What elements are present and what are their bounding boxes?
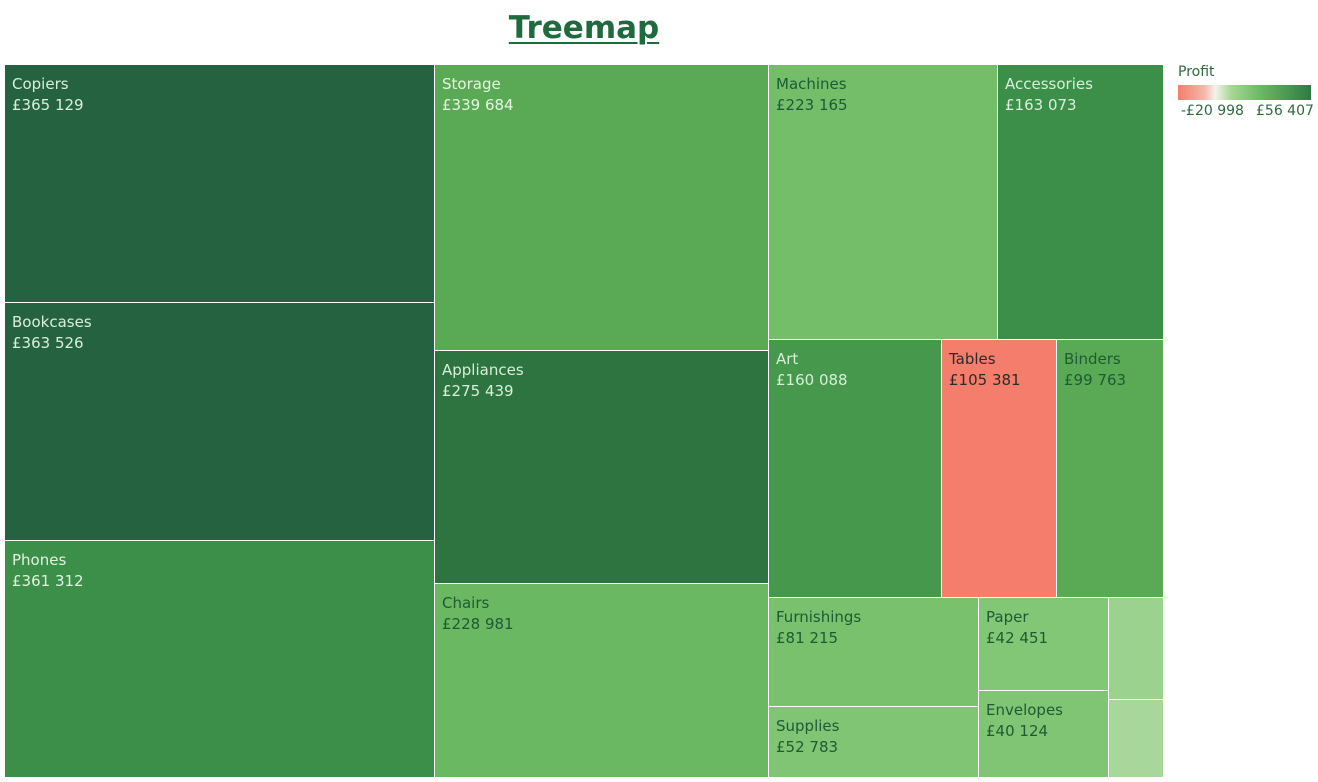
treemap-tile-copiers[interactable]: Copiers £365 129: [5, 65, 435, 303]
tile-category-name: Art: [776, 350, 799, 368]
treemap-tile-storage[interactable]: Storage £339 684: [435, 65, 769, 351]
tile-sales-value: £163 073: [1005, 96, 1077, 114]
tile-sales-value: £275 439: [442, 382, 514, 400]
legend-max-label: £56 407: [1256, 103, 1314, 119]
treemap-tile-machines[interactable]: Machines £223 165: [769, 65, 998, 340]
tile-category-name: Envelopes: [986, 701, 1063, 719]
treemap-tile-furnishings[interactable]: Furnishings £81 215: [769, 598, 979, 707]
tile-sales-value: £223 165: [776, 96, 848, 114]
treemap-tile-unlabeled-15[interactable]: [1109, 598, 1164, 700]
treemap-tile-chairs[interactable]: Chairs £228 981: [435, 584, 769, 778]
tile-category-name: Accessories: [1005, 75, 1093, 93]
tile-sales-value: £52 783: [776, 738, 839, 756]
chart-title: Treemap: [508, 10, 660, 46]
tile-sales-value: £363 526: [12, 334, 84, 352]
treemap-tile-phones[interactable]: Phones £361 312: [5, 541, 435, 778]
tile-sales-value: £361 312: [12, 572, 84, 590]
tile-label: Paper £42 451: [986, 607, 1048, 649]
treemap-tile-appliances[interactable]: Appliances £275 439: [435, 351, 769, 584]
treemap-tile-unlabeled-16[interactable]: [1109, 700, 1164, 778]
treemap-tile-paper[interactable]: Paper £42 451: [979, 598, 1109, 691]
legend-gradient-bar: [1178, 85, 1311, 100]
tile-label: Storage £339 684: [442, 74, 514, 116]
tile-label: Phones £361 312: [12, 550, 84, 592]
tile-sales-value: £40 124: [986, 722, 1049, 740]
tile-label: Binders £99 763: [1064, 349, 1126, 391]
treemap-tile-supplies[interactable]: Supplies £52 783: [769, 707, 979, 778]
tile-label: Machines £223 165: [776, 74, 848, 116]
treemap-tile-binders[interactable]: Binders £99 763: [1057, 340, 1164, 598]
tile-category-name: Machines: [776, 75, 847, 93]
tile-sales-value: £339 684: [442, 96, 514, 114]
tile-label: Copiers £365 129: [12, 74, 84, 116]
color-legend: Profit -£20 998 £56 407: [1178, 64, 1318, 121]
tile-sales-value: £160 088: [776, 371, 848, 389]
tile-label: Appliances £275 439: [442, 360, 524, 402]
tile-label: Art £160 088: [776, 349, 848, 391]
treemap-tile-envelopes[interactable]: Envelopes £40 124: [979, 691, 1109, 778]
treemap-tile-bookcases[interactable]: Bookcases £363 526: [5, 303, 435, 541]
legend-title: Profit: [1178, 64, 1215, 80]
tile-label: Chairs £228 981: [442, 593, 514, 635]
tile-sales-value: £365 129: [12, 96, 84, 114]
treemap-tile-tables[interactable]: Tables £105 381: [942, 340, 1057, 598]
tile-category-name: Bookcases: [12, 313, 92, 331]
tile-category-name: Binders: [1064, 350, 1121, 368]
tile-category-name: Tables: [949, 350, 996, 368]
tile-sales-value: £228 981: [442, 615, 514, 633]
tile-label: Envelopes £40 124: [986, 700, 1063, 742]
legend-labels: -£20 998 £56 407: [1178, 103, 1318, 121]
tile-label: Accessories £163 073: [1005, 74, 1093, 116]
tile-sales-value: £81 215: [776, 629, 839, 647]
tile-label: Tables £105 381: [949, 349, 1021, 391]
tile-category-name: Paper: [986, 608, 1029, 626]
tile-sales-value: £99 763: [1064, 371, 1127, 389]
tile-label: Supplies £52 783: [776, 716, 839, 758]
tile-label: Bookcases £363 526: [12, 312, 92, 354]
tile-sales-value: £105 381: [949, 371, 1021, 389]
tile-category-name: Chairs: [442, 594, 490, 612]
tile-category-name: Furnishings: [776, 608, 862, 626]
tile-category-name: Phones: [12, 551, 67, 569]
tile-label: Furnishings £81 215: [776, 607, 861, 649]
tile-category-name: Supplies: [776, 717, 840, 735]
treemap-tile-accessories[interactable]: Accessories £163 073: [998, 65, 1164, 340]
legend-min-label: -£20 998: [1181, 103, 1244, 119]
tile-category-name: Storage: [442, 75, 501, 93]
tile-category-name: Copiers: [12, 75, 69, 93]
tile-category-name: Appliances: [442, 361, 524, 379]
treemap-tile-art[interactable]: Art £160 088: [769, 340, 942, 598]
tile-sales-value: £42 451: [986, 629, 1049, 647]
